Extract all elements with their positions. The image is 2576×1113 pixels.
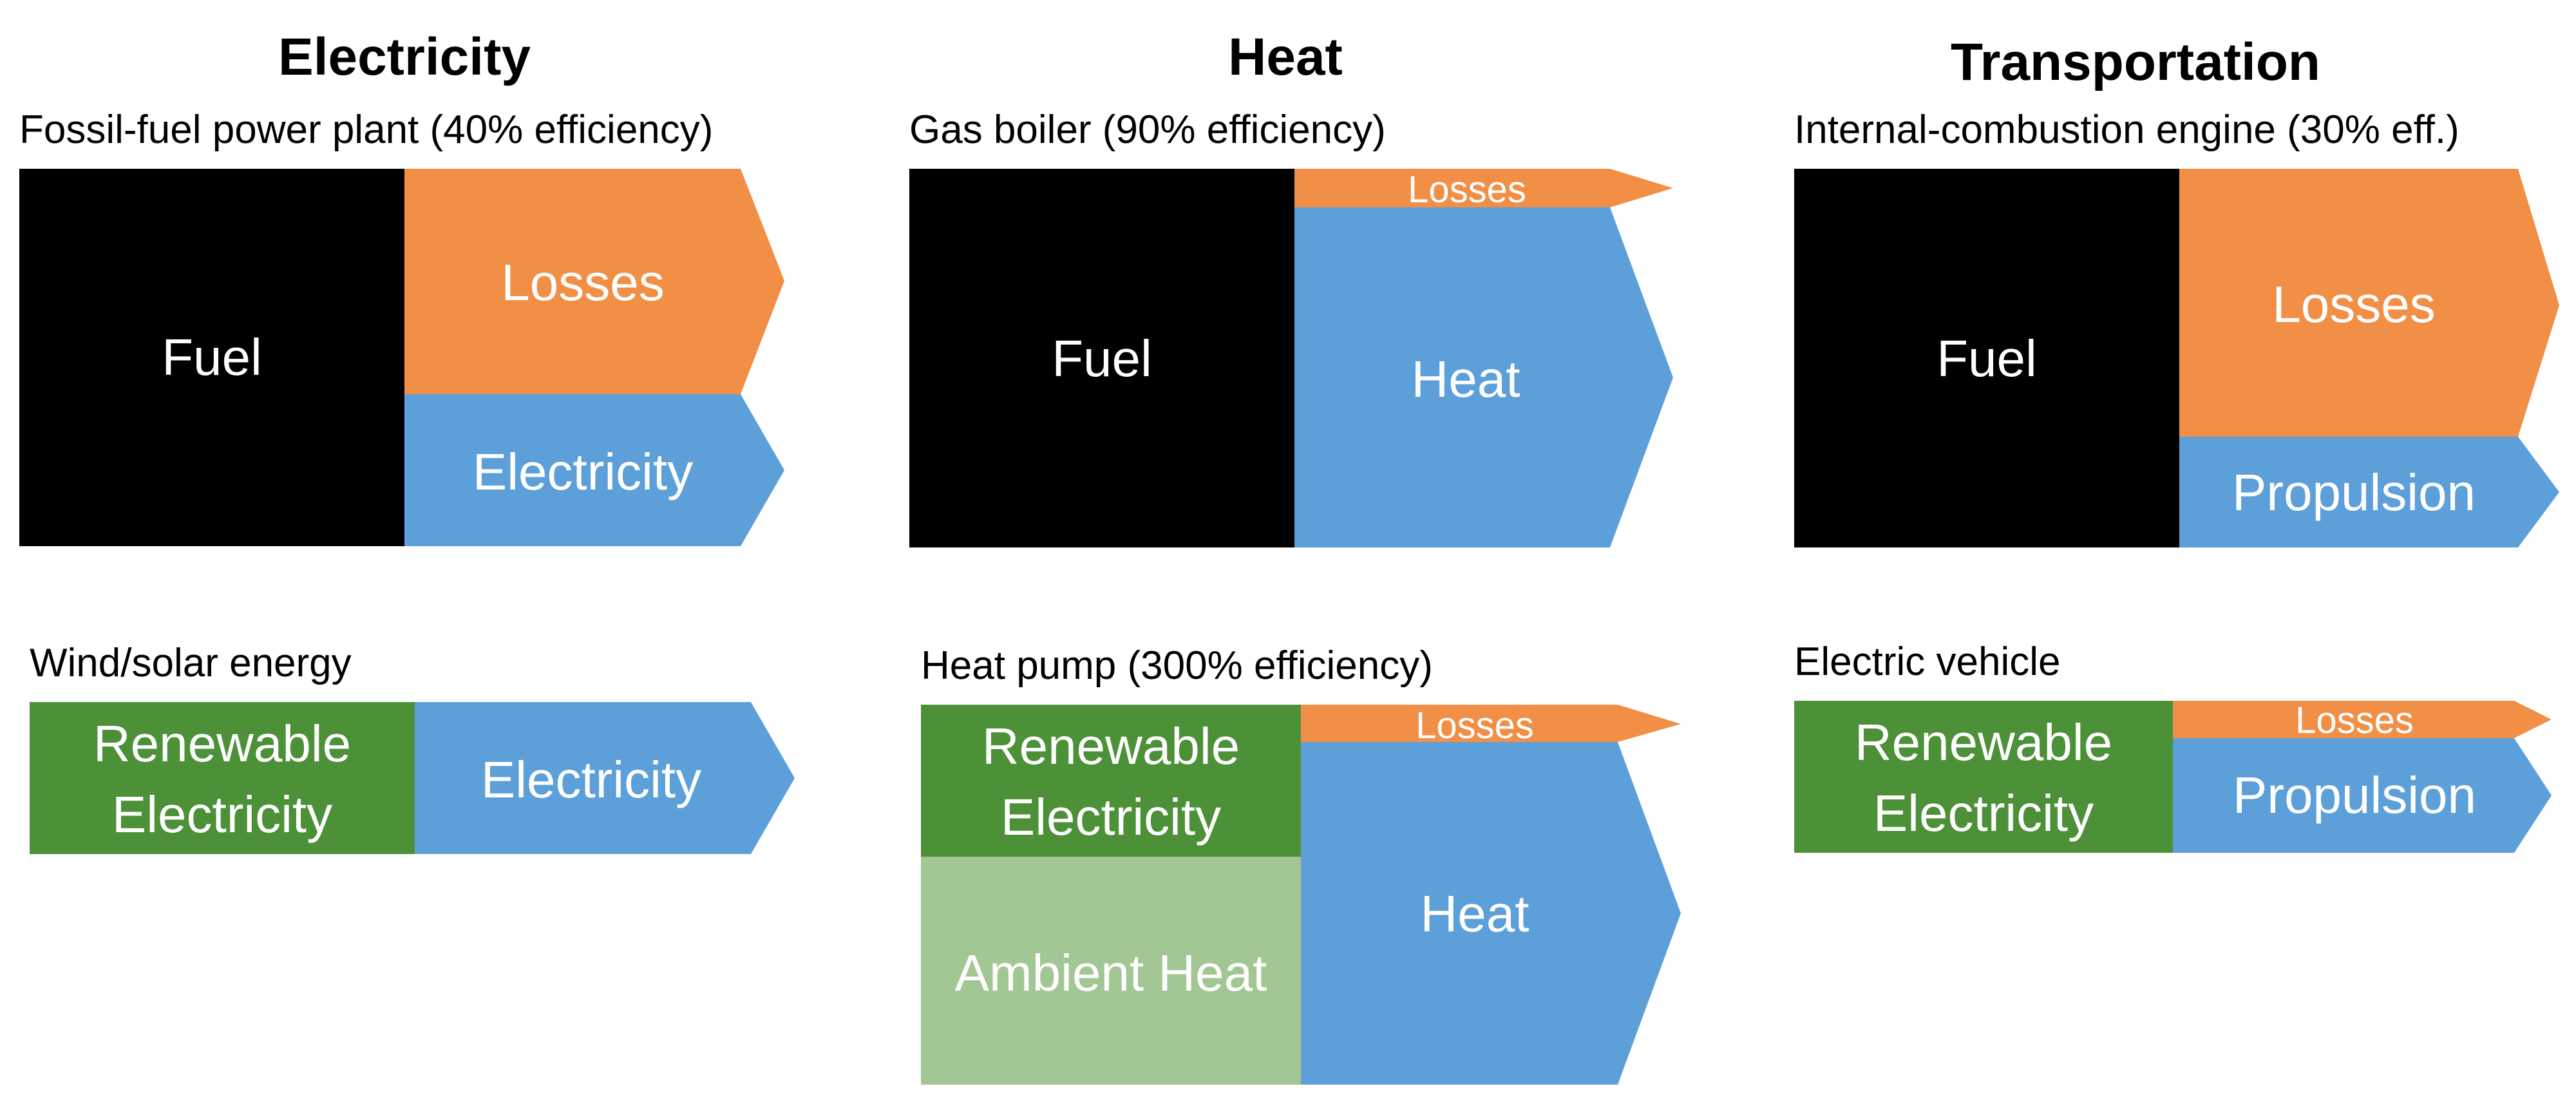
fuel-label: Fuel: [162, 328, 262, 386]
caption-electric-vehicle: Electric vehicle: [1794, 640, 2060, 684]
fossil-power-plant-flow: Fossil-fuel power plant (40% efficiency)…: [19, 108, 784, 546]
renewable-electricity-label: Renewable Electricity: [1855, 714, 2112, 842]
losses-label: Losses: [501, 254, 664, 311]
electricity-output-label: Electricity: [473, 443, 693, 500]
column-title-electricity: Electricity: [278, 28, 531, 86]
losses-arrow: [2173, 701, 2552, 738]
losses-arrow: [2179, 169, 2559, 437]
losses-label: Losses: [1408, 169, 1526, 211]
fuel-block: [19, 169, 404, 546]
heat-output-label: Heat: [1421, 885, 1530, 942]
electric-vehicle-flow: Electric vehicle Renewable Electricity Lo…: [1794, 640, 2552, 853]
losses-label: Losses: [1416, 705, 1534, 747]
fuel-block: [1794, 169, 2179, 547]
caption-fossil-power-plant: Fossil-fuel power plant (40% efficiency): [19, 108, 713, 152]
caption-wind-solar: Wind/solar energy: [30, 641, 352, 685]
losses-arrow: [1294, 169, 1673, 207]
combustion-engine-flow: Internal-combustion engine (30% eff.) Fu…: [1794, 108, 2559, 547]
caption-gas-boiler: Gas boiler (90% efficiency): [909, 108, 1386, 152]
caption-heat-pump: Heat pump (300% efficiency): [921, 643, 1433, 688]
column-title-heat: Heat: [1228, 28, 1343, 86]
fuel-label: Fuel: [1937, 330, 2037, 387]
column-electricity: Electricity Fossil-fuel power plant (40%…: [19, 28, 795, 854]
caption-combustion-engine: Internal-combustion engine (30% eff.): [1794, 108, 2459, 152]
losses-label: Losses: [2295, 699, 2414, 741]
renewable-electricity-block: [1794, 701, 2173, 853]
renewable-electricity-block: [921, 705, 1301, 857]
ambient-heat-block: [921, 857, 1301, 1085]
renewable-electricity-label: Renewable Electricity: [93, 715, 351, 843]
column-heat: Heat Gas boiler (90% efficiency) Fuel Lo…: [909, 28, 1681, 1085]
heat-output-arrow: [1294, 207, 1673, 547]
column-title-transportation: Transportation: [1951, 33, 2320, 91]
electricity-output-arrow: [415, 702, 795, 854]
propulsion-output-label: Propulsion: [2232, 464, 2476, 521]
wind-solar-flow: Wind/solar energy Renewable Electricity E…: [30, 641, 795, 854]
propulsion-output-arrow: [2179, 437, 2559, 547]
propulsion-output-arrow: [2173, 738, 2552, 853]
renewable-electricity-label: Renewable Electricity: [982, 718, 1240, 846]
heat-pump-flow: Heat pump (300% efficiency) Renewable Ele…: [921, 643, 1681, 1085]
fuel-block: [909, 169, 1294, 547]
ambient-heat-label: Ambient Heat: [955, 944, 1267, 1002]
losses-label: Losses: [2272, 276, 2435, 333]
losses-arrow: [1301, 705, 1681, 742]
renewable-electricity-block: [30, 702, 415, 854]
electricity-output-arrow: [404, 394, 784, 546]
fuel-label: Fuel: [1052, 330, 1152, 387]
propulsion-output-label: Propulsion: [2233, 766, 2476, 824]
heat-output-label: Heat: [1412, 350, 1520, 408]
electricity-output-label: Electricity: [481, 751, 701, 808]
column-transportation: Transportation Internal-combustion engin…: [1794, 33, 2559, 853]
losses-arrow: [404, 169, 784, 394]
gas-boiler-flow: Gas boiler (90% efficiency) Fuel Losses …: [909, 108, 1673, 547]
heat-output-arrow: [1301, 742, 1681, 1085]
